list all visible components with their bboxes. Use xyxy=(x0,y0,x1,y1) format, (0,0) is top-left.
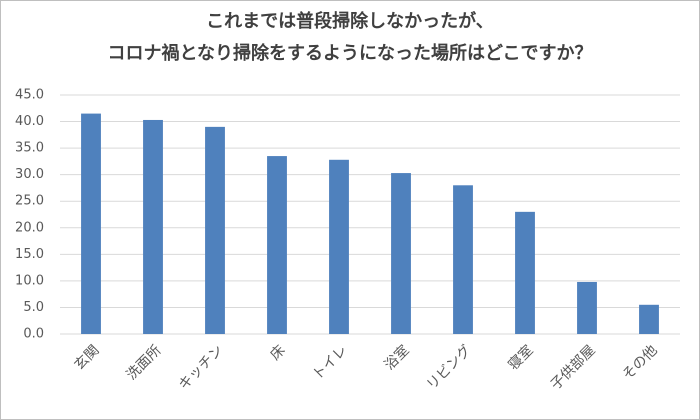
bar xyxy=(453,185,473,334)
y-tick-label: 15.0 xyxy=(15,247,44,262)
bar xyxy=(577,281,597,334)
bar xyxy=(205,126,225,334)
bar xyxy=(391,173,411,334)
y-tick-label: 20.0 xyxy=(15,220,44,235)
y-tick-label: 30.0 xyxy=(15,167,44,182)
y-tick-label: 40.0 xyxy=(15,114,44,129)
bar xyxy=(639,304,659,334)
y-tick-label: 45.0 xyxy=(15,88,44,103)
bar xyxy=(267,156,287,334)
y-tick-label: 35.0 xyxy=(15,141,44,156)
y-tick-label: 25.0 xyxy=(15,194,44,209)
bar xyxy=(329,159,349,334)
chart-title: これまでは普段掃除しなかったが、 xyxy=(206,10,494,32)
bar xyxy=(143,119,163,334)
chart-title: コロナ禍となり掃除をするようになった場所はどこですか？ xyxy=(108,42,593,64)
y-tick-label: 0.0 xyxy=(23,327,44,342)
y-tick-label: 5.0 xyxy=(23,300,44,315)
bar xyxy=(81,113,101,334)
y-tick-label: 10.0 xyxy=(15,273,44,288)
bar xyxy=(515,211,535,334)
